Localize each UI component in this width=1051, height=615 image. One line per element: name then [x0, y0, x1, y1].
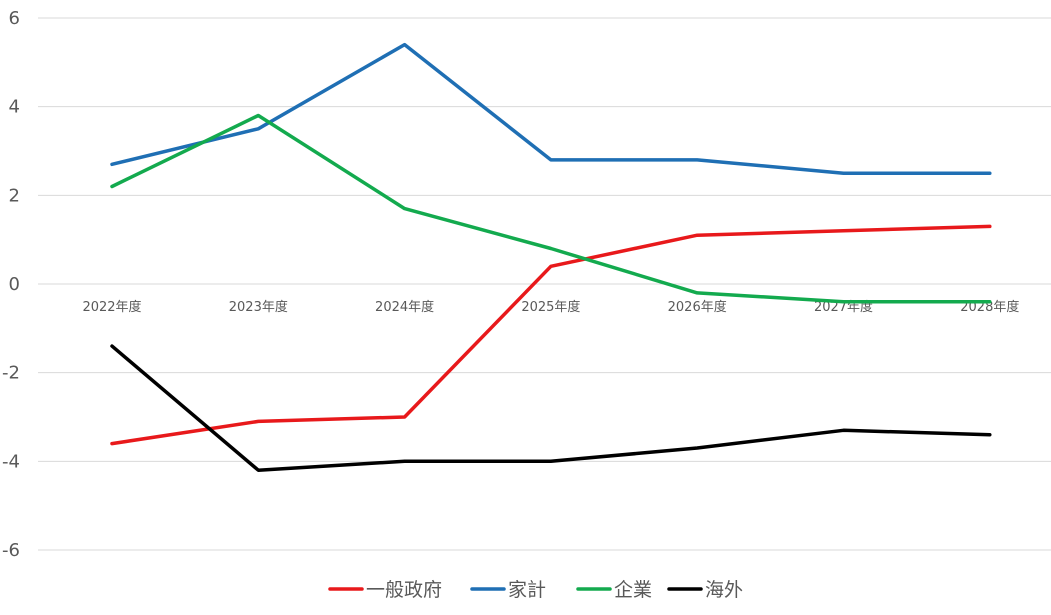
legend-label: 家計: [508, 579, 546, 601]
y-tick-label: -6: [2, 540, 20, 561]
y-tick-label: 4: [9, 97, 20, 118]
y-tick-label: -2: [2, 363, 20, 384]
legend: 一般政府 家計 企業 海外: [328, 579, 743, 601]
x-tick-label: 2024年度: [375, 299, 434, 315]
y-tick-label: -4: [2, 451, 20, 472]
x-tick-label: 2025年度: [521, 299, 580, 315]
x-tick-label: 2022年度: [82, 299, 141, 315]
y-tick-label: 0: [9, 274, 20, 295]
series-line-0: [110, 224, 992, 446]
legend-label: 一般政府: [366, 579, 442, 601]
x-tick-label: 2026年度: [668, 299, 727, 315]
series-line-2: [110, 113, 992, 304]
y-tick-label: 2: [9, 185, 20, 206]
legend-label: 海外: [705, 579, 743, 601]
series-lines: [110, 42, 992, 472]
series-line-1: [110, 42, 992, 175]
x-tick-label: 2023年度: [229, 299, 288, 315]
y-axis-ticks: 6 4 2 0 -2 -4 -6: [2, 8, 20, 561]
legend-label: 企業: [614, 579, 652, 601]
gridlines: [38, 17, 1051, 551]
y-tick-label: 6: [9, 8, 20, 29]
series-line-3: [110, 344, 992, 472]
